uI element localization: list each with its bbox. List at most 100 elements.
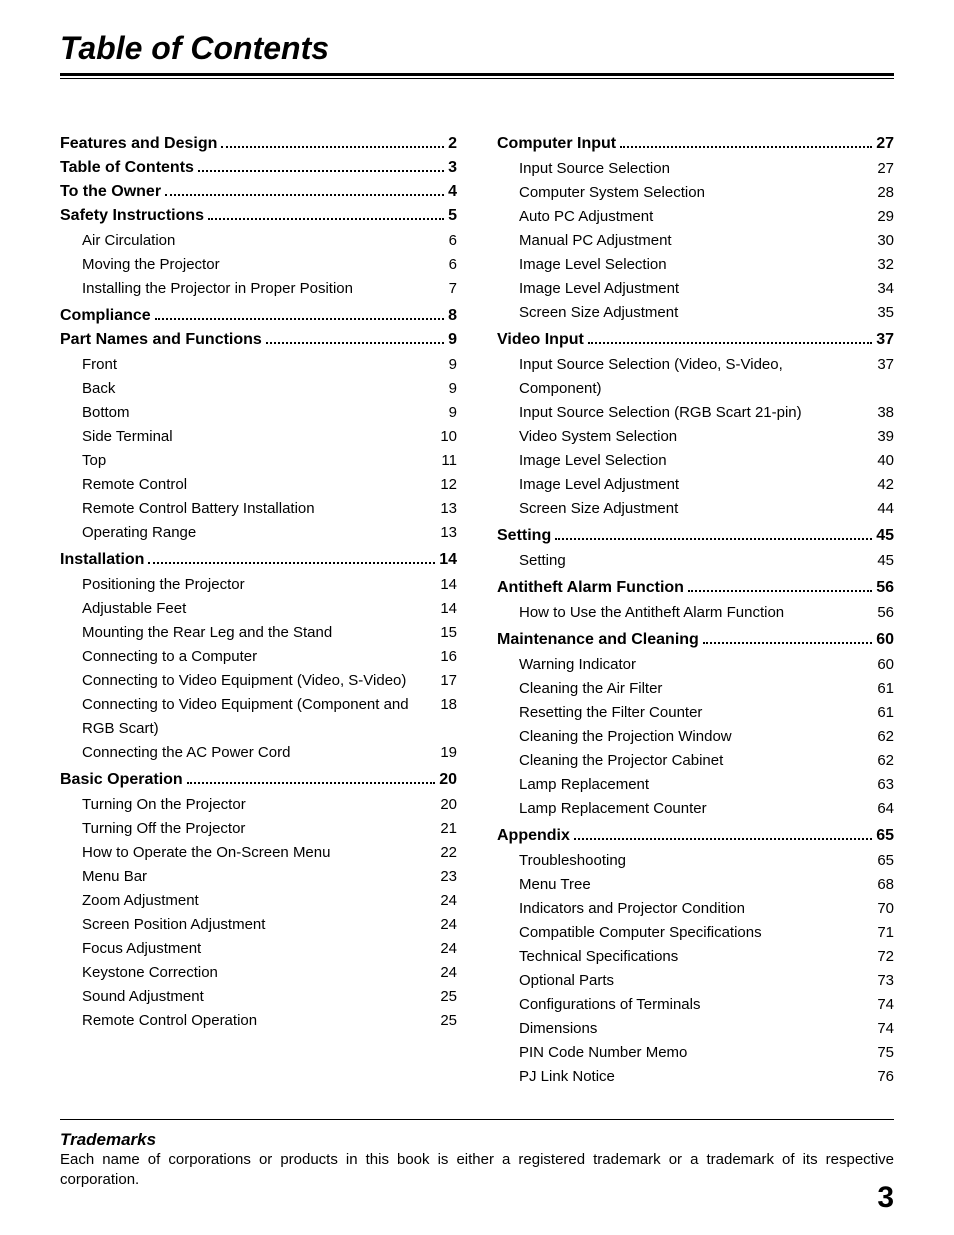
toc-sub-page: 37 xyxy=(869,353,894,377)
toc-sub-page: 63 xyxy=(869,773,894,797)
toc-sub-page: 45 xyxy=(869,549,894,573)
toc-sub-page: 22 xyxy=(432,841,457,865)
toc-sub-title: Air Circulation xyxy=(82,229,183,253)
toc-sub-title: Configurations of Terminals xyxy=(519,993,708,1017)
toc-section-title: Features and Design xyxy=(60,135,217,153)
toc-sub-list: Front 9 Back 9 Bottom 9 Side Terminal 10… xyxy=(60,353,457,545)
toc-sub-title: How to Use the Antitheft Alarm Function xyxy=(519,601,792,625)
toc-sub-page: 61 xyxy=(869,677,894,701)
toc-sub-page: 62 xyxy=(869,749,894,773)
toc-sub-row: Remote Control Operation 25 xyxy=(82,1009,457,1033)
toc-sub-page: 71 xyxy=(869,921,894,945)
toc-sub-page: 9 xyxy=(441,377,457,401)
toc-sub-title: Connecting to Video Equipment (Video, S-… xyxy=(82,669,414,693)
toc-sub-row: Menu Tree 68 xyxy=(519,873,894,897)
toc-sub-page: 38 xyxy=(869,401,894,425)
toc-sub-title: Bottom xyxy=(82,401,138,425)
toc-section-page: 65 xyxy=(876,827,894,845)
toc-sub-page: 61 xyxy=(869,701,894,725)
toc-sub-row: Input Source Selection 27 xyxy=(519,157,894,181)
toc-sub-title: PIN Code Number Memo xyxy=(519,1041,695,1065)
page-number: 3 xyxy=(877,1181,894,1215)
toc-sub-row: Technical Specifications 72 xyxy=(519,945,894,969)
leader-dots xyxy=(555,538,872,540)
toc-sub-page: 11 xyxy=(433,449,457,473)
toc-sub-list: How to Use the Antitheft Alarm Function … xyxy=(497,601,894,625)
toc-sub-page: 40 xyxy=(869,449,894,473)
toc-sub-row: Connecting to Video Equipment (Video, S-… xyxy=(82,669,457,693)
toc-sub-row: Input Source Selection (RGB Scart 21-pin… xyxy=(519,401,894,425)
toc-section-page: 9 xyxy=(448,331,457,349)
toc-sub-page: 74 xyxy=(869,993,894,1017)
toc-sub-row: Side Terminal 10 xyxy=(82,425,457,449)
toc-sub-title: Input Source Selection xyxy=(519,157,678,181)
toc-sub-title: Installing the Projector in Proper Posit… xyxy=(82,277,361,301)
toc-section-page: 27 xyxy=(876,135,894,153)
toc-section-row: Basic Operation 20 xyxy=(60,771,457,789)
toc-sub-page: 75 xyxy=(869,1041,894,1065)
toc-section-page: 60 xyxy=(876,631,894,649)
toc-sub-row: Front 9 xyxy=(82,353,457,377)
toc-columns: Features and Design 2 Table of Contents … xyxy=(60,129,894,1089)
toc-sub-list: Input Source Selection 27 Computer Syste… xyxy=(497,157,894,325)
toc-sub-page: 9 xyxy=(441,353,457,377)
toc-sub-row: Connecting the AC Power Cord 19 xyxy=(82,741,457,765)
toc-sub-row: Configurations of Terminals 74 xyxy=(519,993,894,1017)
toc-sub-page: 24 xyxy=(432,937,457,961)
toc-sub-list: Setting 45 xyxy=(497,549,894,573)
toc-sub-title: Compatible Computer Specifications xyxy=(519,921,770,945)
toc-sub-row: Connecting to Video Equipment (Component… xyxy=(82,693,457,741)
toc-sub-page: 62 xyxy=(869,725,894,749)
toc-section-row: Setting 45 xyxy=(497,527,894,545)
toc-sub-page: 32 xyxy=(869,253,894,277)
toc-sub-title: Optional Parts xyxy=(519,969,622,993)
toc-sub-page: 6 xyxy=(441,229,457,253)
toc-sub-title: Screen Size Adjustment xyxy=(519,301,686,325)
leader-dots xyxy=(221,146,444,148)
toc-sub-title: Image Level Selection xyxy=(519,449,675,473)
toc-section-title: Maintenance and Cleaning xyxy=(497,631,699,649)
toc-sub-title: Lamp Replacement xyxy=(519,773,657,797)
toc-section-page: 20 xyxy=(439,771,457,789)
toc-sub-list: Turning On the Projector 20 Turning Off … xyxy=(60,793,457,1033)
toc-sub-row: Turning Off the Projector 21 xyxy=(82,817,457,841)
toc-section-title: Appendix xyxy=(497,827,570,845)
toc-section-page: 45 xyxy=(876,527,894,545)
toc-sub-row: Adjustable Feet 14 xyxy=(82,597,457,621)
leader-dots xyxy=(574,838,872,840)
toc-sub-title: Image Level Adjustment xyxy=(519,277,687,301)
toc-sub-list: Troubleshooting 65 Menu Tree 68 Indicato… xyxy=(497,849,894,1089)
toc-section-page: 8 xyxy=(448,307,457,325)
toc-section-page: 56 xyxy=(876,579,894,597)
toc-sub-page: 44 xyxy=(869,497,894,521)
toc-sub-row: Image Level Adjustment 34 xyxy=(519,277,894,301)
toc-sub-row: Zoom Adjustment 24 xyxy=(82,889,457,913)
toc-sub-title: Cleaning the Projection Window xyxy=(519,725,740,749)
toc-sub-page: 25 xyxy=(432,1009,457,1033)
toc-sub-title: Turning Off the Projector xyxy=(82,817,253,841)
toc-sub-page: 18 xyxy=(432,693,457,717)
toc-sub-row: How to Use the Antitheft Alarm Function … xyxy=(519,601,894,625)
toc-sub-row: Moving the Projector 6 xyxy=(82,253,457,277)
toc-sub-row: Input Source Selection (Video, S-Video, … xyxy=(519,353,894,401)
toc-section-title: Installation xyxy=(60,551,144,569)
leader-dots xyxy=(165,194,444,196)
toc-sub-page: 24 xyxy=(432,961,457,985)
toc-sub-page: 9 xyxy=(441,401,457,425)
toc-sub-title: Setting xyxy=(519,549,574,573)
toc-sub-page: 76 xyxy=(869,1065,894,1089)
toc-sub-title: Computer System Selection xyxy=(519,181,713,205)
toc-sub-row: Remote Control 12 xyxy=(82,473,457,497)
toc-sub-page: 29 xyxy=(869,205,894,229)
toc-section-page: 14 xyxy=(439,551,457,569)
toc-sub-page: 13 xyxy=(432,497,457,521)
leader-dots xyxy=(148,562,435,564)
toc-section-row: Safety Instructions 5 xyxy=(60,207,457,225)
toc-sub-list: Input Source Selection (Video, S-Video, … xyxy=(497,353,894,521)
toc-sub-page: 72 xyxy=(869,945,894,969)
toc-section-row: Maintenance and Cleaning 60 xyxy=(497,631,894,649)
toc-sub-title: Resetting the Filter Counter xyxy=(519,701,710,725)
toc-sub-page: 23 xyxy=(432,865,457,889)
toc-sub-page: 65 xyxy=(869,849,894,873)
toc-sub-title: Keystone Correction xyxy=(82,961,226,985)
